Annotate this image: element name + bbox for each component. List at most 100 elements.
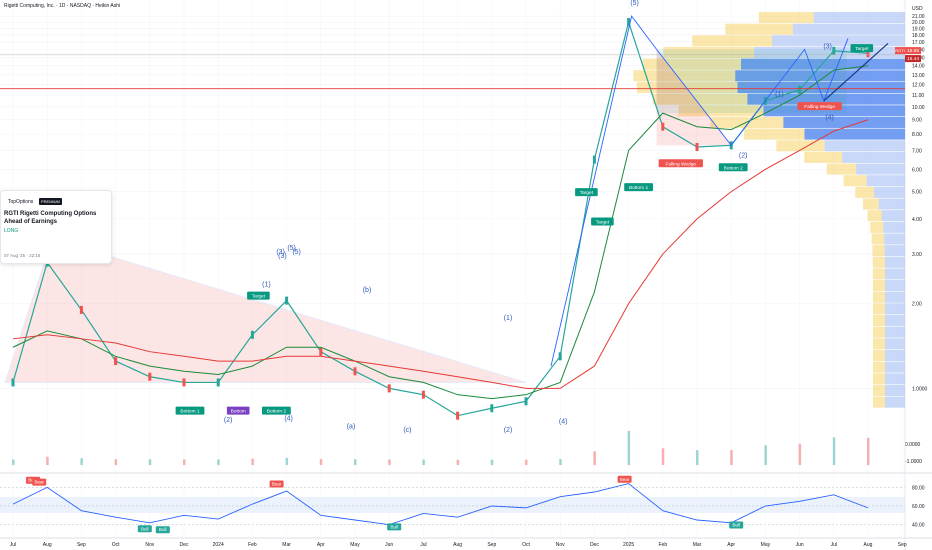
annotation-label: Falling Wedge — [804, 104, 835, 110]
volume-tick-label: -1.0000 — [905, 459, 922, 465]
osc-tick-label: 40.00 — [912, 523, 925, 529]
wave-label: (1) — [262, 282, 271, 289]
price-candle — [490, 404, 494, 413]
volume-bar — [867, 437, 870, 465]
price-candle — [866, 49, 870, 58]
volume-bar — [559, 459, 562, 465]
volume-bar — [114, 459, 118, 465]
price-candle — [627, 18, 631, 27]
volume-profile-bar — [884, 280, 905, 292]
volume-profile-bar — [872, 245, 885, 257]
oscillator-signal-label: Bull — [732, 523, 740, 528]
volume-profile-bar — [885, 361, 905, 373]
idea-card-title[interactable]: RGTI Rigetti Computing Options Ahead of … — [4, 211, 97, 225]
price-candle — [319, 347, 323, 356]
volume-profile-bar — [871, 233, 885, 245]
price-line — [12, 19, 869, 417]
volume-bar — [593, 451, 596, 465]
price-candle — [353, 367, 357, 376]
volume-profile-bar — [884, 268, 905, 280]
price-tick-label: 13.00 — [912, 73, 925, 79]
price-tick-label: 19.00 — [912, 26, 925, 32]
volume-profile-bar — [884, 291, 905, 303]
volume-profile-bar — [652, 93, 748, 105]
oscillator-signal — [729, 521, 744, 529]
price-candle — [524, 397, 528, 406]
price-tick-label: 21.00 — [912, 14, 925, 20]
annotation-box — [575, 188, 598, 197]
annotation-label: Target — [596, 220, 610, 226]
volume-profile-bar — [884, 256, 905, 268]
volume-tick-label: 0.0000 — [905, 442, 921, 448]
oscillator-line — [12, 483, 869, 526]
wave-label: (c) — [403, 427, 411, 434]
x-tick-label: Dec — [180, 542, 189, 548]
price-candle — [148, 372, 152, 381]
wave-label: (2) — [504, 427, 513, 434]
volume-profile-bar — [758, 12, 814, 24]
idea-card[interactable]: TopOptions PREMIUM RGTI Rigetti Computin… — [0, 190, 112, 264]
volume-profile-bar — [884, 245, 905, 257]
volume-bar — [319, 458, 323, 465]
volume-profile-bar — [843, 175, 867, 187]
annotation-box — [262, 406, 291, 415]
price-candle — [661, 122, 665, 131]
wave-label: (3) — [278, 253, 287, 260]
volume-profile-bar — [804, 128, 905, 140]
volume-bar — [627, 431, 631, 465]
volume-profile-bar — [663, 46, 754, 59]
annotation-label: Target — [252, 294, 266, 300]
x-tick-label: Mar — [282, 542, 291, 548]
price-candle — [832, 46, 836, 55]
price-candle — [114, 357, 118, 366]
oscillator-signal-label: Bull — [159, 527, 167, 532]
volume-profile-bar — [642, 58, 741, 70]
volume-profile-bar — [826, 163, 857, 175]
price-tick-label: 17.00 — [912, 40, 925, 46]
wave-label: (b) — [363, 287, 372, 294]
x-tick-label: Aug — [43, 542, 52, 548]
price-tick-label: 18.00 — [912, 33, 925, 39]
volume-bar — [354, 459, 357, 465]
volume-profile-bar — [792, 23, 905, 35]
x-tick-label: May — [350, 542, 360, 548]
x-tick-label: May — [761, 542, 771, 548]
volume-profile-bar — [744, 128, 805, 140]
annotation-label: Bottom 2 — [267, 409, 287, 415]
volume-profile-bar — [872, 315, 885, 327]
volume-profile-bar — [884, 315, 905, 327]
volume-bar — [798, 443, 802, 465]
last-price-tag — [905, 47, 921, 55]
price-candle — [79, 305, 83, 314]
idea-card-date: 07 Aug '25 · 22:15 — [4, 253, 41, 258]
symbol-tag — [895, 47, 905, 55]
annotation-box — [226, 406, 250, 415]
volume-profile-bar — [866, 175, 905, 187]
volume-profile-bar — [813, 12, 905, 24]
volume-profile-bar — [872, 303, 885, 315]
projection-arrow — [823, 42, 889, 102]
volume-profile-bar — [872, 349, 885, 362]
volume-profile-bar — [636, 81, 738, 94]
volume-profile-bar — [883, 221, 905, 233]
annotation-label: Bottom 1 — [180, 409, 200, 415]
volume-bar — [12, 459, 15, 465]
volume-bar — [525, 459, 528, 465]
volume-profile-bar — [881, 210, 905, 222]
x-tick-label: Aug — [864, 542, 873, 548]
volume-profile-bar — [884, 349, 905, 362]
annotation-box — [624, 183, 653, 192]
wave-label: (5) — [630, 0, 639, 7]
volume-bar — [422, 459, 425, 465]
annotation-box — [718, 163, 748, 172]
volume-profile-bar — [872, 326, 885, 338]
moving-average-red — [12, 119, 869, 389]
price-tick-label: 7.00 — [912, 148, 922, 154]
volume-profile-bar — [862, 198, 879, 210]
price-candle — [182, 378, 186, 387]
volume-bar — [456, 459, 460, 465]
annotation-label: Bottom 1 — [629, 185, 649, 191]
price-tick-label: 2.00 — [912, 302, 922, 308]
volume-profile-bar — [873, 384, 885, 397]
volume-profile-bar — [884, 326, 905, 338]
